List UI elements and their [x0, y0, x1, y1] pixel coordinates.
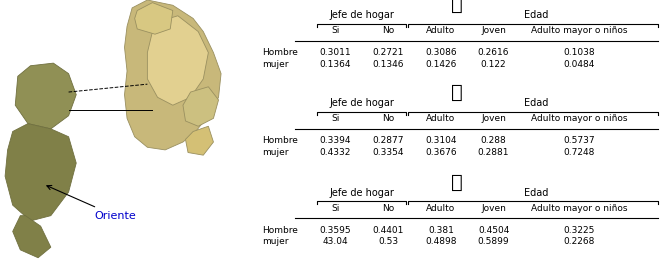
Text: Adulto: Adulto: [426, 114, 455, 123]
Text: 0.4504: 0.4504: [478, 226, 510, 235]
Text: 0.4401: 0.4401: [372, 226, 404, 235]
Text: 0.1346: 0.1346: [372, 60, 404, 69]
Text: Oriente: Oriente: [47, 185, 136, 221]
Text: 0.2721: 0.2721: [372, 48, 404, 57]
Polygon shape: [15, 63, 76, 129]
Text: 0.3011: 0.3011: [319, 48, 351, 57]
Text: 0.5899: 0.5899: [478, 237, 510, 246]
Text: Hombre: Hombre: [262, 226, 298, 235]
Text: 0.1426: 0.1426: [425, 60, 457, 69]
Text: 0.3104: 0.3104: [425, 136, 457, 145]
Text: 🚗: 🚗: [451, 0, 463, 14]
Text: Hombre: Hombre: [262, 48, 298, 57]
Polygon shape: [13, 216, 51, 258]
Polygon shape: [135, 3, 173, 34]
Text: 0.381: 0.381: [428, 226, 454, 235]
Text: 0.2268: 0.2268: [563, 237, 595, 246]
Polygon shape: [185, 126, 213, 155]
Text: 0.4332: 0.4332: [319, 148, 351, 157]
Text: 0.3394: 0.3394: [319, 136, 351, 145]
Text: Si: Si: [331, 114, 339, 123]
Text: 0.1364: 0.1364: [319, 60, 351, 69]
Text: mujer: mujer: [262, 237, 288, 246]
Text: Jefe de hogar: Jefe de hogar: [329, 188, 394, 198]
Text: 0.1038: 0.1038: [563, 48, 595, 57]
Text: Jefe de hogar: Jefe de hogar: [329, 10, 394, 20]
Text: 0.2881: 0.2881: [478, 148, 510, 157]
Text: No: No: [382, 114, 394, 123]
Text: Adulto: Adulto: [426, 204, 455, 213]
Text: Adulto mayor o niños: Adulto mayor o niños: [531, 204, 627, 213]
Text: Si: Si: [331, 26, 339, 35]
Text: 43.04: 43.04: [323, 237, 348, 246]
Text: Joven: Joven: [481, 114, 506, 123]
Text: 0.3676: 0.3676: [425, 148, 457, 157]
Polygon shape: [125, 0, 221, 150]
Text: Edad: Edad: [524, 10, 548, 20]
Text: Joven: Joven: [481, 204, 506, 213]
Text: 0.122: 0.122: [480, 60, 506, 69]
Text: 0.7248: 0.7248: [563, 148, 595, 157]
Text: Hombre: Hombre: [262, 136, 298, 145]
Text: Adulto: Adulto: [426, 26, 455, 35]
Text: mujer: mujer: [262, 60, 288, 69]
Text: 0.0484: 0.0484: [563, 60, 595, 69]
Text: 0.2877: 0.2877: [372, 136, 404, 145]
Text: 0.3225: 0.3225: [563, 226, 595, 235]
Text: 0.5737: 0.5737: [563, 136, 595, 145]
Text: Si: Si: [331, 204, 339, 213]
Text: No: No: [382, 204, 394, 213]
Text: 0.53: 0.53: [378, 237, 398, 246]
Text: Edad: Edad: [524, 98, 548, 108]
Text: 0.2616: 0.2616: [478, 48, 510, 57]
Text: 0.4898: 0.4898: [425, 237, 457, 246]
Text: 0.288: 0.288: [480, 136, 506, 145]
Text: 🚲: 🚲: [451, 83, 463, 102]
Text: 0.3595: 0.3595: [319, 226, 351, 235]
Polygon shape: [183, 87, 218, 126]
Polygon shape: [147, 16, 209, 105]
Text: Joven: Joven: [481, 26, 506, 35]
Text: Adulto mayor o niños: Adulto mayor o niños: [531, 114, 627, 123]
Text: mujer: mujer: [262, 148, 288, 157]
Text: 0.3086: 0.3086: [425, 48, 457, 57]
Text: Jefe de hogar: Jefe de hogar: [329, 98, 394, 108]
Text: Adulto mayor o niños: Adulto mayor o niños: [531, 26, 627, 35]
Text: 0.3354: 0.3354: [372, 148, 404, 157]
Text: Edad: Edad: [524, 188, 548, 198]
Text: No: No: [382, 26, 394, 35]
Text: 🚌: 🚌: [451, 173, 463, 191]
Polygon shape: [5, 124, 76, 221]
